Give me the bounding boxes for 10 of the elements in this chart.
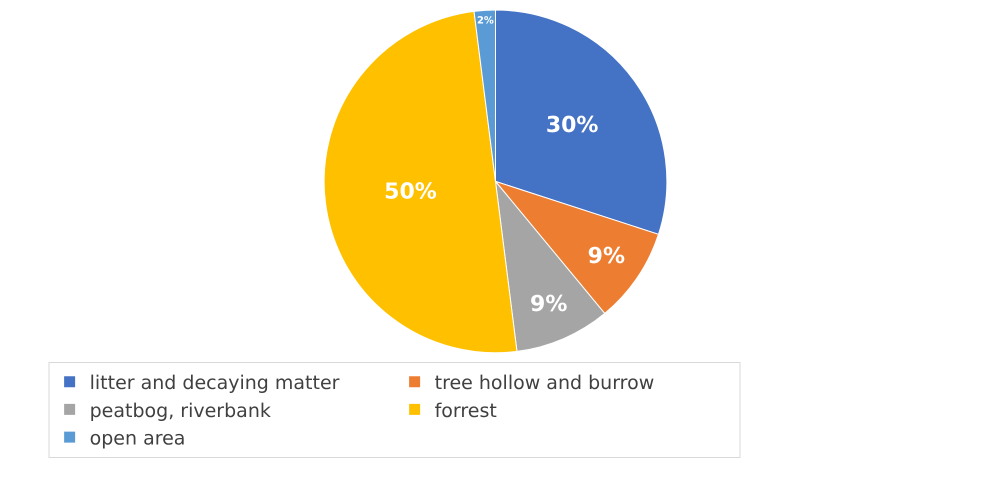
legend-label: peatbog, riverbank bbox=[90, 400, 271, 422]
data-label: 30% bbox=[546, 113, 598, 138]
legend-label: open area bbox=[90, 428, 186, 450]
data-label: 50% bbox=[384, 180, 437, 205]
data-label: 9% bbox=[588, 244, 625, 270]
data-label: 2% bbox=[476, 15, 494, 26]
legend-label: forrest bbox=[434, 400, 497, 422]
legend-label: tree hollow and burrow bbox=[434, 372, 654, 394]
data-label: 9% bbox=[530, 292, 568, 317]
legend-label: litter and decaying matter bbox=[90, 372, 340, 394]
